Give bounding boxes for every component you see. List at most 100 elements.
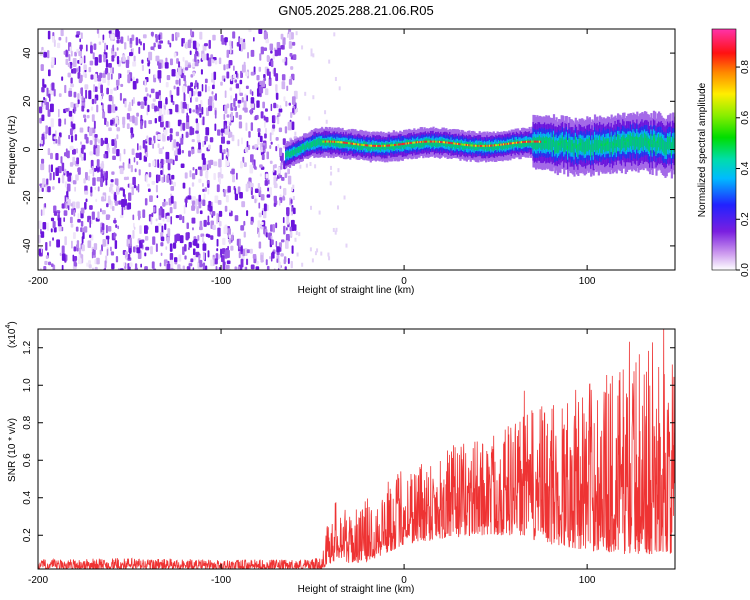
spectrogram-cell <box>615 143 618 146</box>
spectrogram-cell <box>218 158 222 168</box>
spectrogram-cell <box>301 143 304 150</box>
spectrogram-cell <box>464 143 467 146</box>
spectrogram-cell <box>610 135 613 149</box>
spectrogram-cell <box>408 142 411 145</box>
spectrogram-cell <box>46 178 49 185</box>
spectrogram-cell <box>126 113 130 120</box>
spectrogram-cell <box>186 222 189 229</box>
spectrogram-cell <box>233 65 235 71</box>
spectrogram-cell <box>262 101 265 109</box>
spectrogram-cell <box>519 141 522 144</box>
spectrogram-cell <box>569 139 572 153</box>
spectrogram-cell <box>145 87 148 93</box>
spectrogram-cell <box>369 144 372 147</box>
spectrogram-cell <box>314 251 317 256</box>
spectrogram-cell <box>385 143 388 151</box>
spectrogram-cell <box>531 140 534 148</box>
spectrogram-cell <box>349 142 352 145</box>
spectrogram-cell <box>94 133 98 138</box>
spectrogram-cell <box>158 108 163 116</box>
spectrogram-cell <box>211 91 214 95</box>
spectrogram-cell <box>239 37 243 44</box>
spectrogram-cell <box>472 144 475 147</box>
spectrogram-cell <box>174 257 178 263</box>
snr-panel: -200 -100 0 100 0.20.40.60.81.01.2 Height o… <box>5 321 676 595</box>
spectrogram-cell <box>400 142 403 150</box>
spectrogram-cell <box>177 66 182 75</box>
spectrogram-cell <box>261 80 266 87</box>
spectrogram-cell <box>233 73 237 79</box>
spectrogram-cell <box>253 195 257 199</box>
spectrogram-cell <box>326 139 329 147</box>
spectrogram-cell <box>322 140 325 143</box>
spectrogram-cell <box>176 233 181 242</box>
spectrogram-cell <box>232 31 236 39</box>
spectrogram-cell <box>97 139 101 144</box>
spectrogram-cell <box>116 56 120 65</box>
spectrogram-cell <box>284 172 288 178</box>
spectrogram-cell <box>239 192 243 199</box>
spectrogram-cell <box>226 120 230 125</box>
spectrogram-cell <box>335 139 338 147</box>
spectrogram-cell <box>296 146 299 153</box>
spectrogram-cell <box>115 256 119 263</box>
spectrogram-cell <box>506 142 509 145</box>
spectrogram-cell <box>458 143 461 146</box>
spectrogram-cell <box>116 182 119 187</box>
spectrogram-cell <box>381 144 384 147</box>
spectrogram-cell <box>277 268 280 270</box>
spectrogram-cell <box>138 169 141 176</box>
spectrogram-cell <box>180 137 184 145</box>
spectrogram-cell <box>58 225 62 232</box>
spectrogram-cell <box>178 143 181 150</box>
spectrogram-cell <box>91 127 96 134</box>
spectrogram-cell <box>655 141 658 155</box>
spectrogram-cell <box>259 190 262 196</box>
spectrogram-cell <box>208 39 211 49</box>
spectrogram-cell <box>159 162 162 169</box>
spectrogram-cell <box>169 243 173 252</box>
spectrogram-cell <box>50 228 53 233</box>
spectrogram-cell <box>673 138 675 152</box>
spectrogram-cell <box>53 211 58 216</box>
spectrogram-cell <box>266 232 268 238</box>
spectrogram-cell <box>195 168 198 176</box>
spectrogram-cell <box>92 132 95 141</box>
spectrogram-cell <box>95 148 99 157</box>
spectrogram-cell <box>505 143 508 146</box>
spectrogram-cell <box>367 143 370 151</box>
spectrogram-cell <box>114 240 118 250</box>
spectrogram-cell <box>600 143 603 146</box>
spectrogram-cell <box>144 174 147 182</box>
spectrogram-cell <box>297 147 301 153</box>
spectrogram-cell <box>264 88 269 96</box>
spectrogram-cell <box>116 127 121 132</box>
spectrogram-cell <box>264 133 267 139</box>
spectrogram-cell <box>102 77 107 84</box>
spectrogram-cell <box>574 136 577 149</box>
spectrogram-cell <box>272 54 275 60</box>
spectrogram-cell <box>269 145 272 150</box>
spectrogram-cell <box>263 47 268 51</box>
spectrogram-cell <box>77 167 80 173</box>
snr-multiplier-close: ) <box>7 321 18 324</box>
spectrogram-cell <box>199 210 203 215</box>
spectrogram-cell <box>299 164 302 169</box>
spectrogram-cell <box>207 86 211 92</box>
spectrogram-cell <box>151 103 155 109</box>
spectrogram-cell <box>175 104 179 113</box>
spectrogram-cell <box>275 73 279 82</box>
spectrogram-cell <box>273 67 276 77</box>
spectrogram-cell <box>166 110 170 115</box>
spectrogram-cell <box>185 122 190 130</box>
spectrogram-cell <box>500 143 503 146</box>
spectrogram-cell <box>211 72 213 81</box>
spectrogram-cell <box>354 141 357 149</box>
spectrogram-cell <box>451 142 454 149</box>
spectrogram-cell <box>167 40 170 45</box>
spectrogram-cell <box>195 130 199 134</box>
spectrogram-cell <box>116 47 119 51</box>
spectrogram-cell <box>119 167 124 175</box>
spectrogram-cell <box>593 137 597 151</box>
spectrogram-cell <box>196 133 201 141</box>
